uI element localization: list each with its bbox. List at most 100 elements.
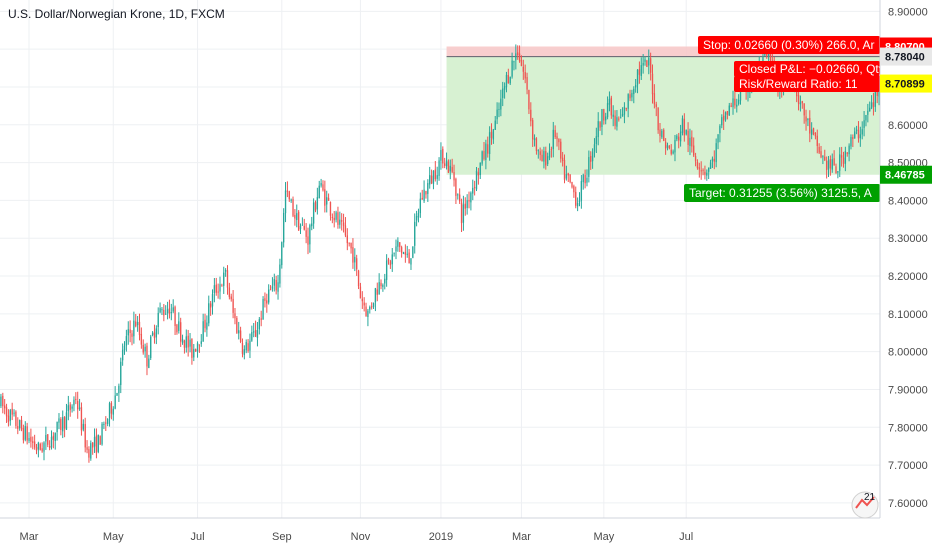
candle-body bbox=[45, 434, 47, 442]
candle-body bbox=[674, 139, 676, 153]
candle-body bbox=[303, 225, 305, 230]
candle-body bbox=[391, 254, 393, 265]
candle-body bbox=[47, 434, 49, 445]
candle-body bbox=[318, 185, 320, 199]
candle-body bbox=[432, 170, 435, 184]
candle-body bbox=[99, 436, 101, 445]
candle-body bbox=[95, 435, 98, 453]
candle-body bbox=[189, 339, 191, 347]
candle-body bbox=[294, 214, 296, 219]
candle-body bbox=[419, 198, 422, 214]
price-axis[interactable]: 7.60000 7.70000 7.80000 7.90000 8.00000 8.100… bbox=[879, 0, 932, 518]
candle-body bbox=[344, 225, 347, 236]
target-label-text: Target: 0.31255 (3.56%) 3125.5, A bbox=[689, 186, 872, 200]
logo-badge-text: 21 bbox=[864, 492, 876, 503]
current-price-tag-box bbox=[880, 74, 932, 93]
candle-body bbox=[256, 330, 259, 338]
candle-body bbox=[852, 137, 854, 140]
candle-body bbox=[24, 426, 26, 440]
y-tick-label: 7.70000 bbox=[888, 460, 928, 472]
candle-body bbox=[159, 308, 161, 313]
candle-body bbox=[284, 190, 287, 214]
candle-body bbox=[569, 174, 571, 183]
candle-body bbox=[183, 340, 186, 348]
x-tick-label: Jul bbox=[191, 531, 205, 543]
candle-body bbox=[354, 256, 356, 263]
candle-body bbox=[554, 130, 556, 137]
candle-body bbox=[473, 187, 476, 189]
candle-body bbox=[219, 284, 221, 292]
candle-body bbox=[168, 308, 171, 314]
candle-body bbox=[608, 98, 611, 105]
candle-body bbox=[590, 155, 592, 162]
candle-body bbox=[404, 251, 407, 255]
candle-body bbox=[445, 160, 448, 167]
x-tick-label: Mar bbox=[512, 531, 531, 543]
time-axis[interactable]: Mar May Jul Sep Nov 2019 Mar May Jul bbox=[0, 517, 880, 543]
y-tick-label: 7.90000 bbox=[888, 384, 928, 396]
candle-body bbox=[28, 438, 30, 441]
candle-body bbox=[208, 303, 210, 324]
candle-body bbox=[114, 395, 116, 409]
candle-body bbox=[273, 279, 275, 286]
candle-body bbox=[546, 156, 549, 165]
candle-body bbox=[708, 167, 710, 172]
candle-body bbox=[361, 298, 363, 302]
candle-body bbox=[520, 59, 523, 66]
candle-body bbox=[292, 199, 294, 216]
candle-body bbox=[176, 324, 178, 333]
candle-body bbox=[487, 144, 489, 154]
candle-body bbox=[314, 202, 317, 211]
candle-body bbox=[356, 258, 358, 270]
chart-title: U.S. Dollar/Norwegian Krone, 1D, FXCM bbox=[8, 7, 225, 21]
candle-body bbox=[528, 89, 530, 110]
candle-body bbox=[380, 282, 382, 287]
candle-body bbox=[408, 252, 410, 264]
y-tick-label: 7.60000 bbox=[888, 498, 928, 510]
candle-body bbox=[444, 163, 446, 166]
x-tick-label: Mar bbox=[20, 531, 39, 543]
candle-body bbox=[614, 115, 616, 126]
candle-body bbox=[719, 125, 721, 134]
candle-body bbox=[595, 136, 598, 144]
candle-body bbox=[859, 134, 862, 139]
candle-body bbox=[5, 407, 8, 417]
candle-body bbox=[393, 252, 395, 254]
candle-body bbox=[297, 211, 300, 231]
candle-body bbox=[75, 398, 77, 401]
candle-body bbox=[429, 175, 431, 185]
candle-body bbox=[37, 442, 40, 450]
candle-body bbox=[616, 117, 618, 127]
candle-body bbox=[807, 119, 809, 121]
candle-body bbox=[7, 415, 10, 423]
candle-body bbox=[479, 162, 481, 176]
candle-body bbox=[829, 159, 832, 169]
candle-body bbox=[191, 338, 193, 358]
candle-body bbox=[221, 285, 223, 287]
candle-body bbox=[129, 329, 131, 333]
candle-body bbox=[17, 426, 19, 429]
candle-body bbox=[202, 321, 204, 342]
candle-body bbox=[672, 151, 674, 154]
entry-price-tag-box bbox=[880, 47, 932, 66]
candle-body bbox=[136, 322, 139, 326]
candle-body bbox=[485, 143, 487, 160]
candle-body bbox=[78, 407, 81, 409]
candle-body bbox=[498, 108, 500, 110]
candle-body bbox=[687, 130, 689, 145]
candle-body bbox=[655, 104, 657, 107]
candle-body bbox=[48, 446, 51, 449]
candle-body bbox=[18, 420, 21, 429]
candle-body bbox=[612, 114, 614, 117]
candle-body bbox=[722, 115, 725, 121]
candle-body bbox=[576, 202, 579, 207]
candle-body bbox=[477, 172, 480, 176]
candle-body bbox=[9, 410, 11, 421]
candle-body bbox=[11, 408, 13, 415]
candle-body bbox=[120, 361, 122, 385]
stop-zone bbox=[446, 46, 880, 57]
candle-body bbox=[22, 428, 25, 441]
candle-body bbox=[39, 444, 41, 450]
